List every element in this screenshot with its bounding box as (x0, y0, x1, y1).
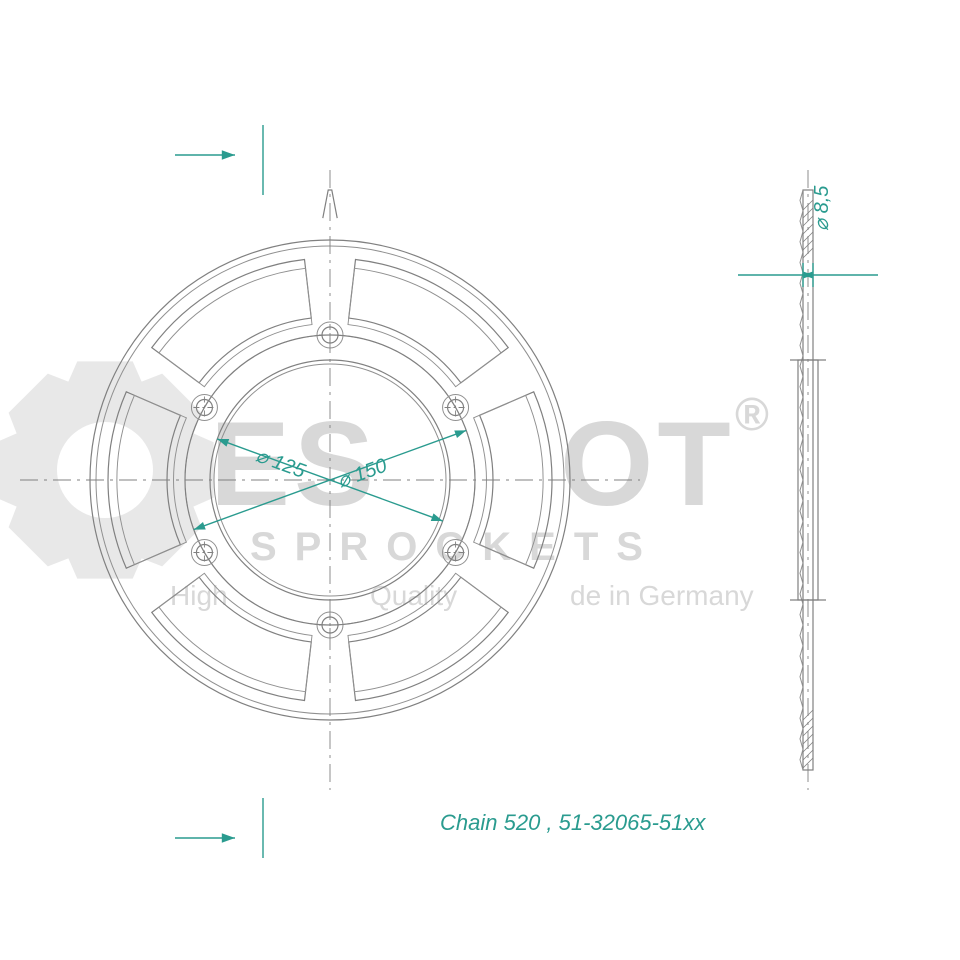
side-view (790, 170, 826, 790)
lightening-pocket (152, 259, 311, 382)
dim-d85-label: ⌀ 8,5 (811, 185, 833, 231)
watermark-tag: Quality (370, 580, 457, 611)
watermark-tag: de in Germany (570, 580, 754, 611)
lightening-pocket (349, 259, 508, 382)
drawing-canvas: ESOT®SPROCKETSHighQualityde in Germany⌀ … (0, 0, 960, 960)
watermark-reg: ® (735, 388, 773, 440)
watermark-tag: High (170, 580, 228, 611)
part-number-label: Chain 520 , 51-32065-51xx (440, 810, 706, 835)
watermark-text: OT (560, 397, 735, 531)
